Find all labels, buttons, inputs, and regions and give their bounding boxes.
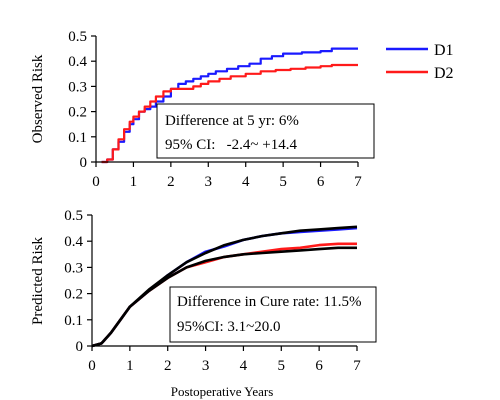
bottom-y-tick-label: 0.5	[64, 208, 83, 224]
bottom-y-tick-label: 0	[76, 339, 84, 355]
top-annotation-line-1: Difference at 5 yr: 6%	[165, 113, 299, 129]
top-y-axis-label: Observed Risk	[30, 54, 46, 143]
bottom-x-tick-label: 3	[202, 358, 210, 374]
top-annotation-line-2: 95% CI: -2.4~ +14.4	[165, 137, 297, 153]
top-y-tick-label: 0.4	[68, 54, 87, 70]
top-x-tick-label: 4	[242, 174, 250, 190]
top-series-layer	[101, 47, 358, 164]
top-y-tick-label: 0.1	[68, 130, 87, 146]
top-y-tick-label: 0	[80, 155, 88, 171]
bottom-x-tick-label: 0	[88, 358, 96, 374]
bottom-y-tick-label: 0.4	[64, 234, 83, 250]
top-y-tick-label: 0.3	[68, 79, 87, 95]
top-x-tick-label: 6	[317, 174, 325, 190]
bottom-x-tick-label: 5	[278, 358, 286, 374]
bottom-x-tick-label: 7	[353, 358, 361, 374]
bottom-x-ticks: 0 1 2 3 4 5 6 7	[88, 346, 361, 374]
legend: D1 D2	[386, 42, 454, 82]
top-annotation: Difference at 5 yr: 6% 95% CI: -2.4~ +14…	[156, 103, 375, 159]
top-y-tick-label: 0.2	[68, 105, 87, 121]
bottom-x-tick-label: 1	[126, 358, 134, 374]
bottom-series-layer	[91, 225, 358, 348]
bottom-annotation: Difference in Cure rate: 11.5% 95%CI: 3.…	[169, 286, 377, 343]
bottom-annotation-line-1: Difference in Cure rate: 11.5%	[177, 294, 362, 310]
top-x-ticks: 0 1 2 3 4 5 6 7	[92, 162, 362, 190]
bottom-x-axis-label: Postoperative Years	[171, 384, 274, 399]
top-x-tick-label: 0	[92, 174, 100, 190]
top-annotation-box	[156, 103, 375, 159]
top-x-tick-label: 1	[130, 174, 138, 190]
legend-label-d2: D2	[434, 65, 454, 82]
bottom-x-tick-label: 2	[164, 358, 172, 374]
top-x-tick-label: 2	[167, 174, 175, 190]
bottom-y-axis-label: Predicted Risk	[30, 237, 46, 325]
top-x-tick-label: 7	[354, 174, 362, 190]
bottom-y-tick-label: 0.3	[64, 260, 83, 276]
predicted-risk-chart: 0 0.1 0.2 0.3 0.4 0.5 0 1 2 3 4 5 6 7 Predicted Risk…	[30, 208, 377, 399]
bottom-series-line-black-3	[91, 246, 357, 348]
bottom-annotation-line-2: 95%CI: 3.1~20.0	[177, 319, 281, 335]
bottom-x-tick-label: 4	[240, 358, 248, 374]
bottom-annotation-box	[169, 286, 377, 343]
bottom-y-ticks: 0 0.1 0.2 0.3 0.4 0.5	[64, 208, 92, 355]
top-y-tick-label: 0.5	[68, 29, 87, 45]
top-x-tick-label: 3	[205, 174, 213, 190]
top-series-line-d2	[101, 63, 358, 164]
legend-label-d1: D1	[434, 42, 454, 59]
bottom-y-tick-label: 0.2	[64, 287, 83, 303]
bottom-x-tick-label: 6	[315, 358, 323, 374]
bottom-y-tick-label: 0.1	[64, 313, 83, 329]
top-x-tick-label: 5	[279, 174, 287, 190]
top-series-line-d1	[101, 47, 358, 164]
top-y-ticks: 0 0.1 0.2 0.3 0.4 0.5	[68, 29, 96, 171]
